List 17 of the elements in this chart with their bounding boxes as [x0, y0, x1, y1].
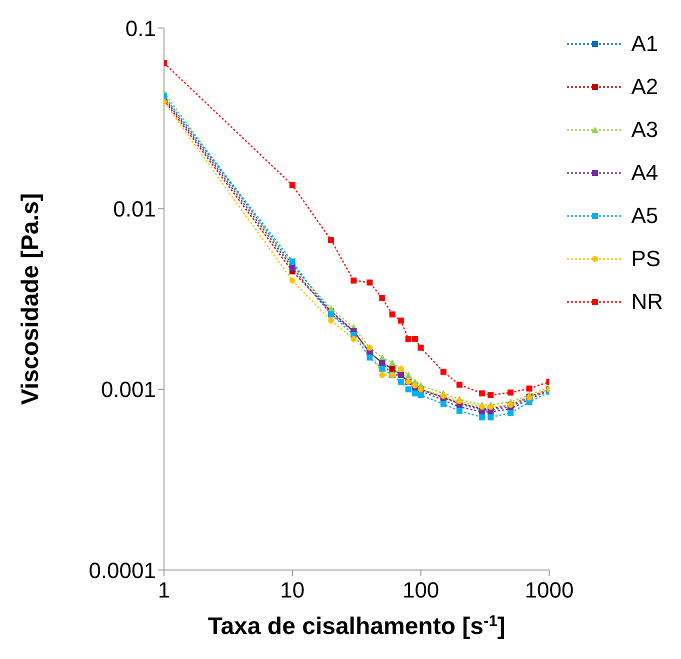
- legend-label: NR: [631, 288, 663, 314]
- legend-label: A1: [631, 30, 658, 56]
- x-tick-label: 10: [280, 578, 305, 603]
- legend-label: A2: [631, 74, 658, 100]
- y-tick-label: 0.01: [113, 196, 156, 222]
- x-tick-label: 1000: [524, 578, 574, 603]
- y-tick-label: 0.001: [100, 377, 156, 402]
- y-axis-title: Viscosidade [Pa.s]: [17, 193, 44, 405]
- x-axis-title: Taxa de cisalhamento [s$^{-1}$]: [208, 612, 506, 640]
- legend-label: PS: [631, 246, 661, 272]
- x-tick-label: 100: [402, 578, 440, 603]
- x-tick-label: 1: [158, 578, 170, 603]
- y-tick-label: 0.0001: [88, 558, 156, 583]
- legend-label: A4: [631, 160, 658, 186]
- y-tick-label: 0.1: [125, 16, 156, 41]
- legend-label: A3: [631, 116, 658, 142]
- legend-label: A5: [631, 202, 658, 228]
